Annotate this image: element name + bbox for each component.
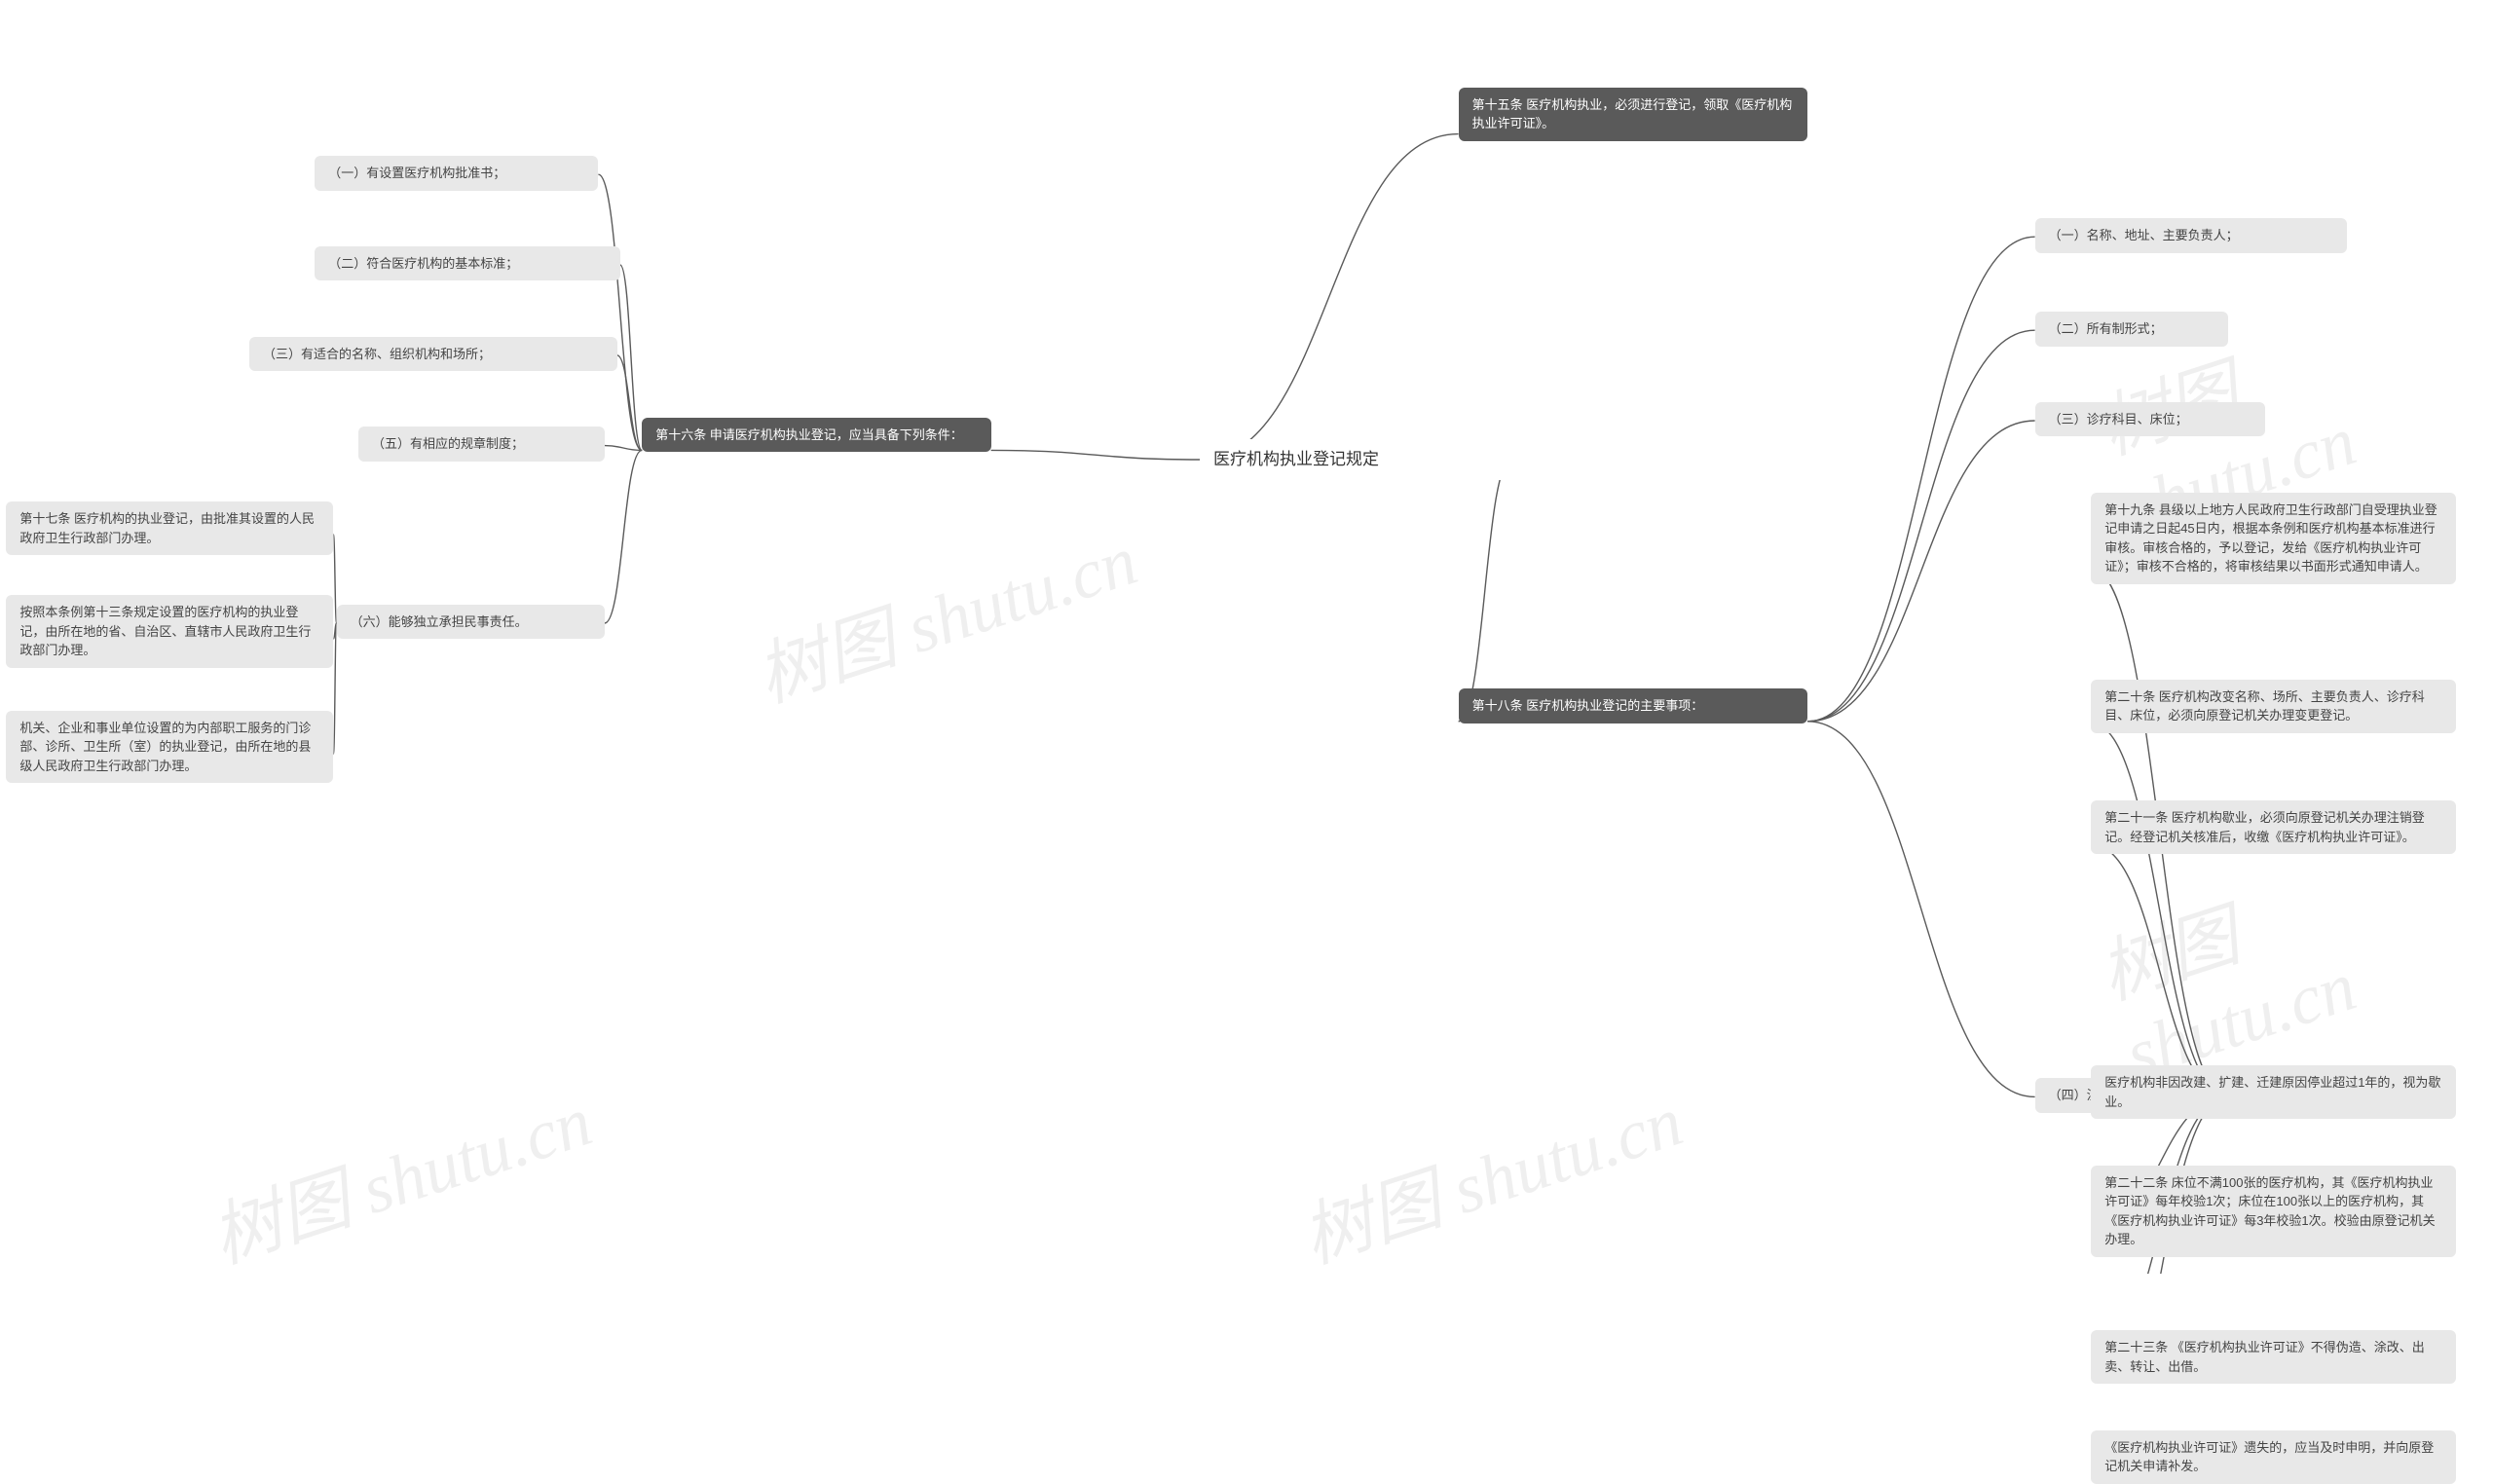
leaf-23a[interactable]: 《医疗机构执业许可证》遗失的，应当及时申明，并向原登记机关申请补发。 xyxy=(2091,1430,2455,1484)
leaf-16-6[interactable]: （六）能够独立承担民事责任。 xyxy=(337,605,605,640)
leaf-18-3[interactable]: （三）诊疗科目、床位； xyxy=(2035,402,2266,437)
leaf-19[interactable]: 第十九条 县级以上地方人民政府卫生行政部门自受理执业登记申请之日起45日内，根据… xyxy=(2091,493,2455,584)
leaf-16-3[interactable]: （三）有适合的名称、组织机构和场所； xyxy=(249,337,617,372)
leaf-17-3[interactable]: 机关、企业和事业单位设置的为内部职工服务的门诊部、诊所、卫生所（室）的执业登记，… xyxy=(6,711,333,784)
leaf-17-2[interactable]: 按照本条例第十三条规定设置的医疗机构的执业登记，由所在地的省、自治区、直辖市人民… xyxy=(6,595,333,668)
branch-article-18[interactable]: 第十八条 医疗机构执业登记的主要事项： xyxy=(1459,688,1807,723)
leaf-16-1[interactable]: （一）有设置医疗机构批准书； xyxy=(315,156,598,191)
leaf-18-2[interactable]: （二）所有制形式； xyxy=(2035,312,2228,347)
leaf-21[interactable]: 第二十一条 医疗机构歇业，必须向原登记机关办理注销登记。经登记机关核准后，收缴《… xyxy=(2091,800,2455,854)
leaf-16-5[interactable]: （五）有相应的规章制度； xyxy=(358,427,605,462)
leaf-22[interactable]: 第二十二条 床位不满100张的医疗机构，其《医疗机构执业许可证》每年校验1次；床… xyxy=(2091,1166,2455,1257)
leaf-18-1[interactable]: （一）名称、地址、主要负责人； xyxy=(2035,218,2347,253)
leaf-16-2[interactable]: （二）符合医疗机构的基本标准； xyxy=(315,246,620,281)
mindmap-canvas: 树图 shutu.cn 树图 shutu.cn 树图 shutu.cn 树图 s… xyxy=(0,0,2493,1274)
leaf-17-1[interactable]: 第十七条 医疗机构的执业登记，由批准其设置的人民政府卫生行政部门办理。 xyxy=(6,501,333,555)
leaf-21a[interactable]: 医疗机构非因改建、扩建、迁建原因停业超过1年的，视为歇业。 xyxy=(2091,1065,2455,1119)
leaf-20[interactable]: 第二十条 医疗机构改变名称、场所、主要负责人、诊疗科目、床位，必须向原登记机关办… xyxy=(2091,680,2455,733)
watermark: 树图 shutu.cn xyxy=(742,502,1148,722)
branch-article-15[interactable]: 第十五条 医疗机构执业，必须进行登记，领取《医疗机构执业许可证》。 xyxy=(1459,88,1807,141)
leaf-23[interactable]: 第二十三条 《医疗机构执业许可证》不得伪造、涂改、出卖、转让、出借。 xyxy=(2091,1330,2455,1384)
mindmap-root[interactable]: 医疗机构执业登记规定 xyxy=(1200,439,1511,480)
watermark: 树图 shutu.cn xyxy=(1287,1063,1693,1282)
watermark: 树图 shutu.cn xyxy=(197,1063,603,1282)
branch-article-16[interactable]: 第十六条 申请医疗机构执业登记，应当具备下列条件： xyxy=(642,418,990,453)
